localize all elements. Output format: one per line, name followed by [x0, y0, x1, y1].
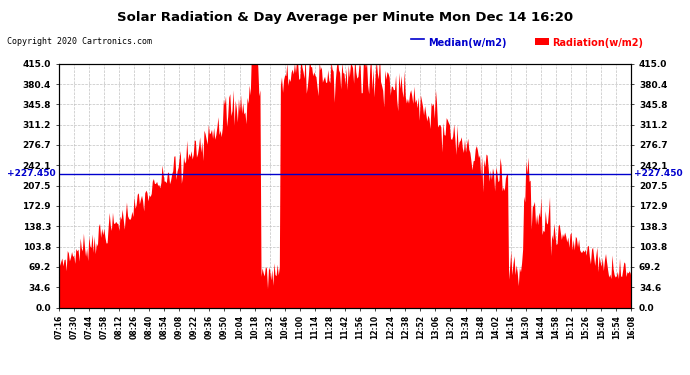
Text: +227.450: +227.450 — [634, 170, 683, 178]
Text: Copyright 2020 Cartronics.com: Copyright 2020 Cartronics.com — [7, 38, 152, 46]
Text: Solar Radiation & Day Average per Minute Mon Dec 14 16:20: Solar Radiation & Day Average per Minute… — [117, 11, 573, 24]
Text: Radiation(w/m2): Radiation(w/m2) — [552, 38, 643, 48]
Text: +227.450: +227.450 — [7, 170, 56, 178]
Text: Median(w/m2): Median(w/m2) — [428, 38, 506, 48]
